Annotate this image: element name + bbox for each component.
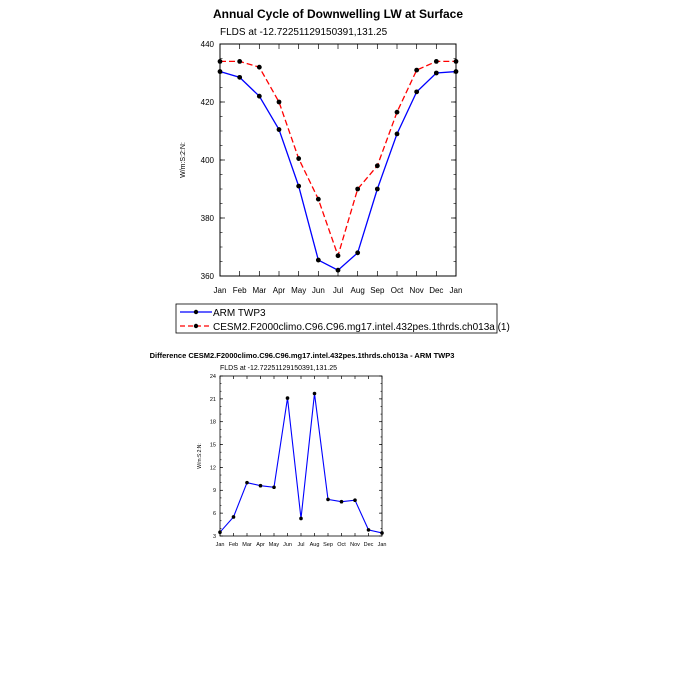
data-point (285, 396, 290, 400)
x-tick-label: Mar (252, 286, 266, 295)
x-tick-label: Jun (312, 286, 325, 295)
x-tick-label: May (291, 286, 306, 295)
data-point (380, 531, 384, 535)
data-point (258, 483, 263, 488)
data-point (245, 480, 249, 485)
data-point (315, 257, 321, 263)
x-tick-label: Dec (429, 286, 443, 295)
x-tick-label: Oct (391, 286, 404, 295)
data-point (433, 59, 439, 64)
data-point (315, 196, 321, 202)
y-tick-label: 420 (201, 98, 215, 107)
data-point (335, 253, 341, 259)
series-line-0 (219, 393, 383, 534)
y-axis-label: W/m:S:2:N: (180, 142, 187, 178)
y-tick-label: 6 (213, 511, 216, 517)
data-point (355, 186, 361, 192)
x-tick-label: Aug (351, 286, 365, 295)
data-point (374, 163, 380, 169)
y-tick-label: 18 (210, 420, 216, 426)
data-point (296, 183, 302, 189)
y-axis-label: W/m:S:2:N: (197, 443, 203, 469)
x-tick-label: May (269, 542, 280, 548)
data-point (433, 70, 439, 76)
x-tick-label: Nov (410, 286, 424, 295)
y-tick-label: 440 (201, 40, 215, 49)
series-line-1 (220, 60, 456, 258)
x-tick-label: Nov (350, 542, 360, 548)
data-point (453, 59, 459, 64)
x-tick-label: Feb (229, 542, 238, 548)
y-tick-label: 9 (213, 488, 216, 494)
y-tick-label: 380 (201, 214, 215, 223)
y-tick-label: 15 (210, 442, 216, 448)
data-point (256, 64, 262, 70)
chart1-title: Annual Cycle of Downwelling LW at Surfac… (213, 7, 463, 21)
x-tick-label: Sep (323, 542, 333, 548)
data-point (299, 516, 303, 521)
series-line-0 (219, 70, 457, 271)
data-point (414, 67, 420, 73)
chart1-plot: Jan Feb Mar Apr May Jun Jul Aug Sep Oct Nov Dec Jan 3… (180, 40, 462, 295)
y-tick-label: 12 (210, 465, 216, 471)
data-point (237, 59, 243, 64)
data-point (312, 391, 317, 396)
x-tick-label: Jan (450, 286, 463, 295)
data-point (256, 93, 262, 99)
data-point (394, 109, 400, 115)
data-point (296, 156, 302, 161)
x-tick-label: Jul (333, 286, 343, 295)
x-tick-label: Jan (378, 542, 387, 548)
y-tick-label: 21 (210, 397, 216, 403)
x-tick-label: Dec (364, 542, 374, 548)
data-point (218, 530, 222, 534)
data-point (339, 499, 344, 504)
data-point (217, 69, 223, 74)
y-tick-label: 400 (201, 156, 215, 165)
legend-label-cesm: CESM2.F2000climo.C96.C96.mg17.intel.432p… (213, 322, 510, 333)
x-tick-label: Jun (283, 542, 292, 548)
chart2-title: Difference CESM2.F2000climo.C96.C96.mg17… (150, 351, 455, 360)
x-tick-label: Apr (256, 542, 265, 548)
y-tick-label: 360 (201, 272, 215, 281)
x-tick-label: Mar (242, 542, 252, 548)
x-tick-label: Feb (233, 286, 247, 295)
legend-label-arm: ARM TWP3 (213, 308, 266, 319)
plot-frame (219, 43, 457, 277)
data-point (231, 515, 236, 519)
chart2-plot: Jan Feb Mar Apr May Jun Jul Aug Sep Oct Nov Dec Jan3… (197, 374, 386, 548)
x-tick-label: Jan (214, 286, 227, 295)
data-point (394, 131, 400, 137)
plot-frame (219, 375, 383, 537)
data-point (237, 74, 243, 80)
x-tick-label: Apr (273, 286, 286, 295)
data-point (276, 127, 282, 132)
chart1-subtitle: FLDS at -12.72251129150391,131.25 (220, 27, 388, 38)
x-tick-label: Aug (310, 542, 320, 548)
data-point (355, 250, 361, 256)
data-point (276, 99, 282, 105)
legend-marker-cesm (193, 323, 199, 329)
data-point (366, 528, 371, 532)
data-point (414, 89, 420, 95)
x-tick-label: Jul (297, 542, 304, 548)
data-point (335, 267, 341, 273)
data-point (326, 497, 330, 502)
chart2-subtitle: FLDS at -12.72251129150391,131.25 (220, 365, 337, 372)
y-tick-label: 3 (213, 534, 216, 540)
legend-box (175, 303, 498, 334)
y-tick-label: 24 (210, 374, 216, 380)
x-tick-label: Jan (216, 542, 225, 548)
data-point (353, 498, 357, 502)
x-tick-label: Sep (370, 286, 385, 295)
legend-marker-arm (193, 309, 199, 315)
data-point (453, 69, 459, 74)
data-point (374, 186, 380, 192)
x-tick-label: Oct (337, 542, 346, 548)
chart1-legend: ARM TWP3 CESM2.F2000climo.C96.C96.mg17.i… (175, 303, 510, 334)
data-point (272, 485, 276, 490)
data-point (217, 59, 223, 64)
